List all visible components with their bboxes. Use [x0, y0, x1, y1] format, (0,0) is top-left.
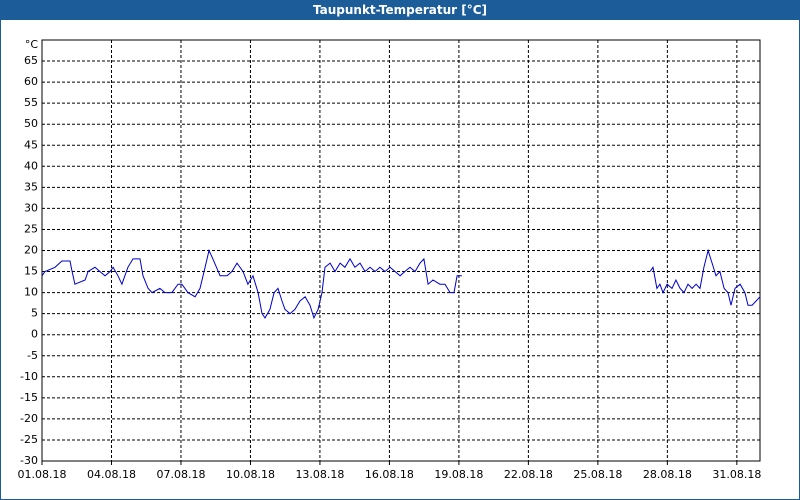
y-tick-label: 45: [24, 138, 38, 151]
x-tick-label: 13.08.18: [295, 468, 344, 481]
plot-area: [42, 40, 760, 461]
x-tick-label: 28.08.18: [643, 468, 692, 481]
y-tick-label: 10: [24, 286, 38, 299]
x-tick-label: 07.08.18: [156, 468, 205, 481]
x-tick-label: 31.08.18: [712, 468, 761, 481]
plot-border: [41, 39, 761, 462]
y-tick-label: 15: [24, 265, 38, 278]
x-tick-label: 16.08.18: [365, 468, 414, 481]
y-tick-label: -25: [20, 433, 38, 446]
y-tick-label: 50: [24, 117, 38, 130]
x-tick-label: 01.08.18: [18, 468, 67, 481]
y-tick-label: 30: [24, 201, 38, 214]
y-tick-label: 60: [24, 75, 38, 88]
x-tick-label: 04.08.18: [87, 468, 136, 481]
y-tick-label: -15: [20, 391, 38, 404]
y-tick-label: 40: [24, 159, 38, 172]
chart-title: Taupunkt-Temperatur [°C]: [313, 3, 487, 17]
y-tick-label: 35: [24, 180, 38, 193]
y-unit: °C: [25, 38, 39, 51]
y-tick-label: 65: [24, 54, 38, 67]
y-tick-label: 55: [24, 96, 38, 109]
y-tick-label: 25: [24, 222, 38, 235]
y-tick-label: -30: [20, 454, 38, 467]
x-tick-label: 10.08.18: [226, 468, 275, 481]
x-tick-label: 25.08.18: [573, 468, 622, 481]
y-tick-label: 20: [24, 244, 38, 257]
y-tick-label: 0: [31, 328, 38, 341]
x-tick-label: 22.08.18: [504, 468, 553, 481]
title-bar: [0, 0, 800, 20]
y-tick-label: -5: [27, 349, 38, 362]
x-tick-label: 19.08.18: [434, 468, 483, 481]
y-tick-label: 5: [31, 307, 38, 320]
data-line: [41, 248, 761, 320]
y-tick-label: -10: [20, 370, 38, 383]
y-tick-label: -20: [20, 412, 38, 425]
